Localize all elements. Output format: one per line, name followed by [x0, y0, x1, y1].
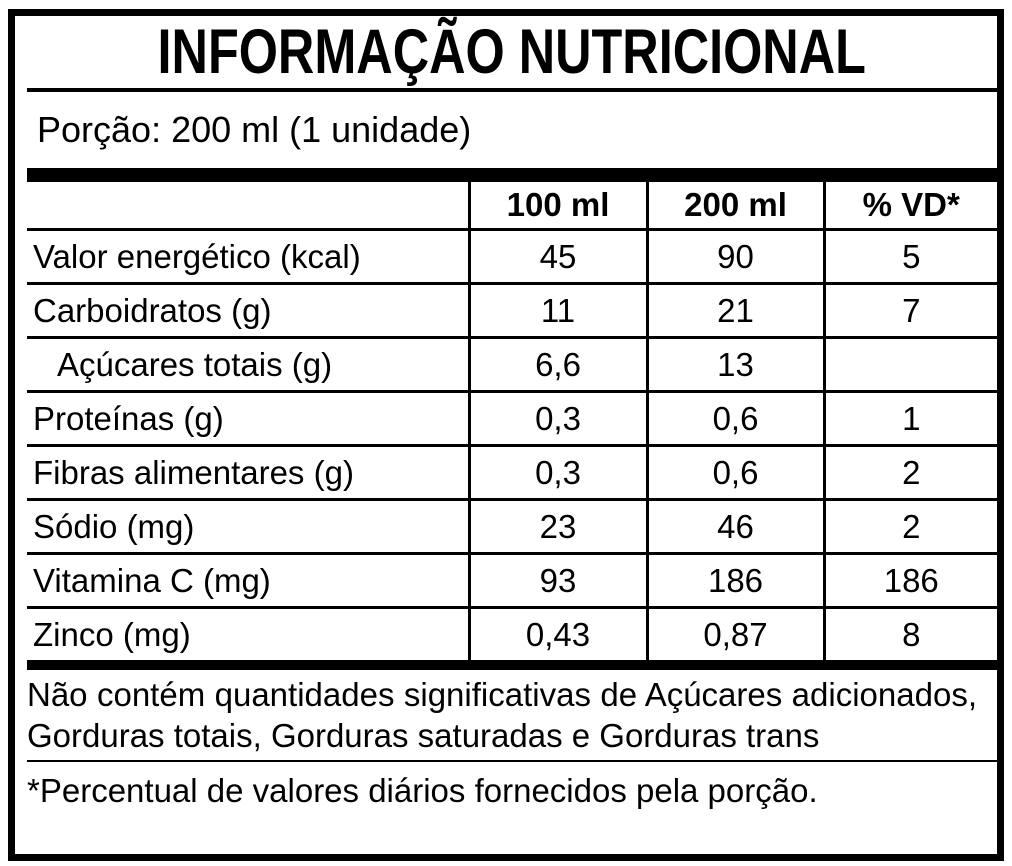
table-top-bar	[27, 168, 997, 182]
table-row-acucares-totais: Açúcares totais (g) 6,6 13	[27, 336, 997, 392]
nutrient-label: Vitamina C (mg)	[27, 552, 469, 608]
value-vd: 8	[822, 606, 997, 660]
value-100ml: 45	[467, 228, 647, 284]
serving-size-text: Porção: 200 ml (1 unidade)	[37, 109, 472, 150]
nutrient-label: Fibras alimentares (g)	[27, 444, 469, 500]
table-row-proteinas: Proteínas (g) 0,3 0,6 1	[27, 390, 997, 446]
value-vd: 7	[822, 282, 997, 338]
label-title: INFORMAÇÃO NUTRICIONAL	[157, 17, 867, 87]
footnote-divider	[27, 760, 997, 762]
title-divider	[27, 88, 997, 92]
value-200ml: 0,6	[645, 390, 824, 446]
value-100ml: 23	[467, 498, 647, 554]
title-bar: INFORMAÇÃO NUTRICIONAL	[27, 16, 997, 88]
value-200ml: 90	[645, 228, 824, 284]
nutrient-label: Valor energético (kcal)	[27, 228, 469, 284]
table-row-sodio: Sódio (mg) 23 46 2	[27, 498, 997, 554]
table-header-row: 100 ml 200 ml % VD*	[27, 182, 997, 230]
value-200ml: 46	[645, 498, 824, 554]
no-significant-amounts-note: Não contém quantidades significativas de…	[27, 676, 977, 754]
value-vd	[822, 336, 997, 392]
value-vd: 186	[822, 552, 997, 608]
value-100ml: 0,3	[467, 390, 647, 446]
nutrient-label: Proteínas (g)	[27, 390, 469, 446]
header-nutrient-cell	[27, 182, 469, 230]
value-100ml: 0,43	[467, 606, 647, 660]
nutrition-table: 100 ml 200 ml % VD* Valor energético (kc…	[27, 182, 997, 660]
value-100ml: 6,6	[467, 336, 647, 392]
value-100ml: 0,3	[467, 444, 647, 500]
value-vd: 5	[822, 228, 997, 284]
value-vd: 2	[822, 498, 997, 554]
daily-values-footnote: *Percentual de valores diários fornecido…	[27, 772, 818, 809]
value-100ml: 11	[467, 282, 647, 338]
value-200ml: 21	[645, 282, 824, 338]
header-percent-vd: % VD*	[822, 182, 997, 230]
table-row-valor-energetico: Valor energético (kcal) 45 90 5	[27, 228, 997, 284]
nutrient-label: Sódio (mg)	[27, 498, 469, 554]
header-200ml: 200 ml	[645, 182, 824, 230]
value-200ml: 13	[645, 336, 824, 392]
value-vd: 2	[822, 444, 997, 500]
table-bottom-bar	[27, 660, 997, 670]
value-100ml: 93	[467, 552, 647, 608]
value-200ml: 0,6	[645, 444, 824, 500]
value-200ml: 0,87	[645, 606, 824, 660]
nutrient-label: Açúcares totais (g)	[27, 336, 469, 392]
nutrition-facts-label: INFORMAÇÃO NUTRICIONAL Porção: 200 ml (1…	[8, 9, 1004, 861]
value-200ml: 186	[645, 552, 824, 608]
header-100ml: 100 ml	[467, 182, 647, 230]
value-vd: 1	[822, 390, 997, 446]
table-row-fibras: Fibras alimentares (g) 0,3 0,6 2	[27, 444, 997, 500]
table-row-zinco: Zinco (mg) 0,43 0,87 8	[27, 606, 997, 660]
nutrient-label: Carboidratos (g)	[27, 282, 469, 338]
nutrient-label: Zinco (mg)	[27, 606, 469, 660]
table-row-carboidratos: Carboidratos (g) 11 21 7	[27, 282, 997, 338]
table-row-vitamina-c: Vitamina C (mg) 93 186 186	[27, 552, 997, 608]
